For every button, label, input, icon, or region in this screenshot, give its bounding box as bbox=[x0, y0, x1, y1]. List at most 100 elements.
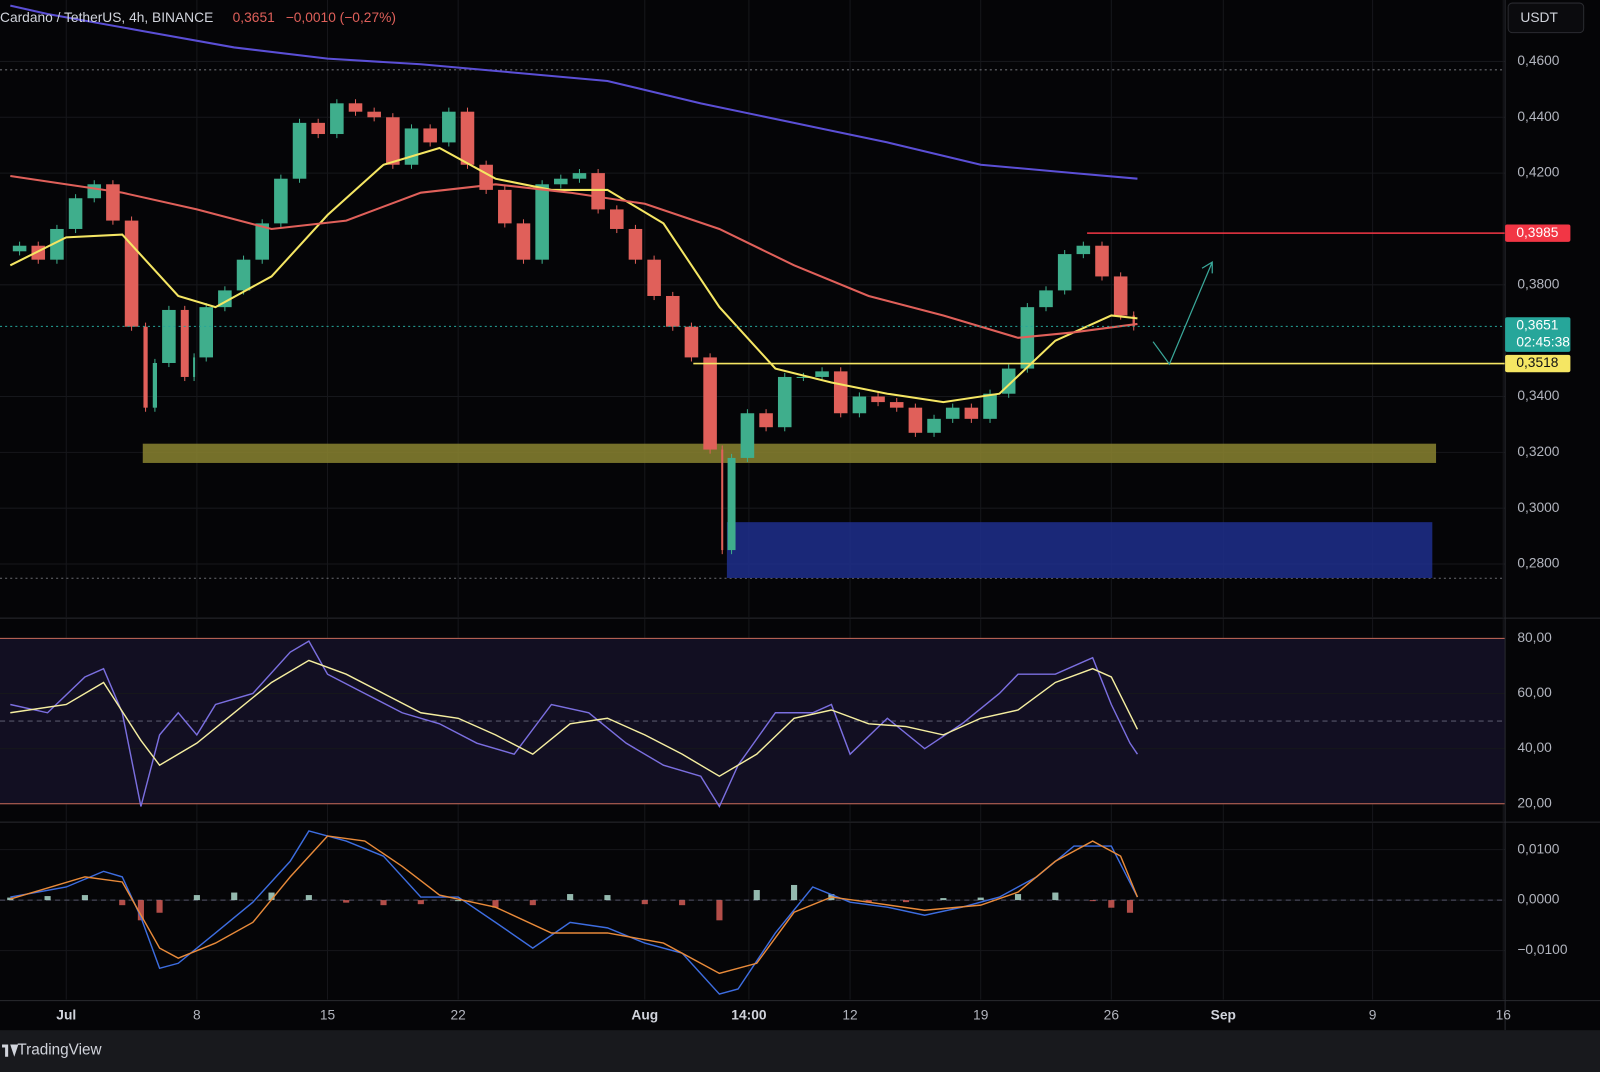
histogram-bar bbox=[137, 900, 144, 921]
candle-body bbox=[1057, 254, 1072, 291]
candle-body bbox=[1076, 245, 1091, 255]
currency-button[interactable] bbox=[1507, 2, 1585, 34]
price-change: −0,0010 (−0,27%) bbox=[286, 10, 396, 25]
price-badge bbox=[1505, 224, 1571, 242]
candle-body bbox=[721, 449, 724, 551]
candle-body bbox=[1113, 276, 1128, 316]
candle-body bbox=[610, 209, 624, 229]
histogram-bar bbox=[791, 884, 798, 901]
histogram-bar bbox=[305, 895, 312, 901]
y-tick-label: 0,0000 bbox=[1517, 892, 1559, 907]
last-price: 0,3651 bbox=[233, 10, 275, 25]
candle-body bbox=[647, 259, 661, 296]
currency-label[interactable]: USDT bbox=[1520, 10, 1558, 25]
y-tick-label: 0,4200 bbox=[1517, 165, 1559, 180]
x-tick-label: Sep bbox=[1211, 1008, 1236, 1023]
histogram-bar bbox=[44, 896, 51, 901]
price-badge-label: 0,3651 bbox=[1516, 318, 1558, 333]
candle-body bbox=[106, 184, 120, 221]
candle-body bbox=[554, 178, 568, 185]
candle-body bbox=[1132, 315, 1135, 327]
candle-body bbox=[330, 103, 344, 135]
histogram-bar bbox=[940, 898, 947, 901]
histogram-bar bbox=[455, 900, 462, 902]
candle-body bbox=[665, 295, 680, 327]
y-tick-label: 0,4400 bbox=[1517, 109, 1559, 124]
moving-average bbox=[9, 146, 1138, 404]
macd-line bbox=[10, 830, 1139, 995]
histogram-bar bbox=[81, 895, 88, 901]
candle-body bbox=[180, 309, 189, 377]
histogram-bar bbox=[380, 900, 387, 906]
x-tick-label: 9 bbox=[1369, 1008, 1377, 1023]
histogram-bar bbox=[1014, 894, 1022, 901]
y-tick-label: 60,00 bbox=[1517, 685, 1552, 700]
candle-body bbox=[12, 245, 27, 252]
candle-body bbox=[423, 128, 437, 143]
footer-bar bbox=[0, 1030, 1600, 1072]
histogram-bar bbox=[716, 900, 723, 921]
candle-body bbox=[442, 111, 456, 143]
candle-body bbox=[983, 393, 997, 419]
candle-body bbox=[1095, 245, 1109, 277]
candle-body bbox=[311, 122, 325, 135]
histogram-bar bbox=[902, 900, 910, 903]
candle-body bbox=[367, 111, 381, 118]
brand-logo bbox=[2, 1044, 19, 1057]
projection-arrow bbox=[1152, 261, 1213, 366]
candle-body bbox=[815, 371, 829, 377]
price-countdown: 02:45:38 bbox=[1516, 334, 1570, 349]
x-tick-label: 22 bbox=[450, 1008, 465, 1023]
candle-body bbox=[386, 117, 400, 165]
histogram-bar bbox=[567, 894, 574, 901]
candle-body bbox=[274, 178, 288, 224]
y-tick-label: 0,3800 bbox=[1517, 276, 1559, 291]
candle-body bbox=[199, 307, 213, 358]
candle-body bbox=[50, 228, 64, 260]
y-tick-label: 0,4600 bbox=[1517, 53, 1559, 68]
candle-body bbox=[740, 413, 755, 458]
histogram-bar bbox=[753, 890, 760, 901]
candle-body bbox=[833, 371, 848, 414]
candle-body bbox=[498, 189, 512, 224]
y-tick-label: −0,0100 bbox=[1517, 942, 1567, 957]
candle-body bbox=[684, 326, 699, 358]
candle-body bbox=[777, 376, 792, 428]
candle-body bbox=[591, 173, 605, 210]
y-tick-label: 0,2800 bbox=[1517, 556, 1559, 571]
x-tick-label: Aug bbox=[631, 1008, 658, 1023]
macd-line bbox=[10, 835, 1139, 975]
candle-body bbox=[152, 362, 158, 408]
histogram-bar bbox=[343, 900, 350, 903]
candle-body bbox=[348, 103, 363, 112]
candle-body bbox=[727, 457, 736, 551]
candle-body bbox=[945, 407, 960, 419]
histogram-bar bbox=[1126, 900, 1134, 913]
histogram-bar bbox=[156, 900, 163, 913]
price-badge bbox=[1505, 354, 1571, 373]
candle-body bbox=[404, 128, 419, 165]
brand-name: TradingView bbox=[17, 1042, 102, 1059]
price-badge-label: 0,3985 bbox=[1516, 225, 1558, 240]
histogram-bar bbox=[977, 897, 984, 901]
y-tick-label: 0,3200 bbox=[1517, 444, 1559, 459]
histogram-bar bbox=[865, 900, 872, 903]
candle-body bbox=[460, 111, 475, 165]
candle-body bbox=[852, 396, 867, 414]
y-tick-label: 20,00 bbox=[1517, 795, 1552, 810]
candle-body bbox=[871, 396, 885, 403]
x-tick-label: Jul bbox=[56, 1008, 76, 1023]
histogram-bar bbox=[417, 900, 424, 905]
symbol-title: Cardano / TetherUS, 4h, BINANCE bbox=[0, 10, 213, 25]
x-tick-label: 14:00 bbox=[731, 1008, 767, 1023]
candle-body bbox=[255, 223, 269, 260]
candle-body bbox=[124, 220, 139, 327]
candle-body bbox=[236, 259, 251, 291]
x-tick-label: 19 bbox=[973, 1008, 988, 1023]
candle-body bbox=[703, 357, 717, 450]
candle-body bbox=[68, 198, 83, 229]
candle-body bbox=[796, 376, 811, 378]
indicator-line bbox=[10, 640, 1139, 809]
